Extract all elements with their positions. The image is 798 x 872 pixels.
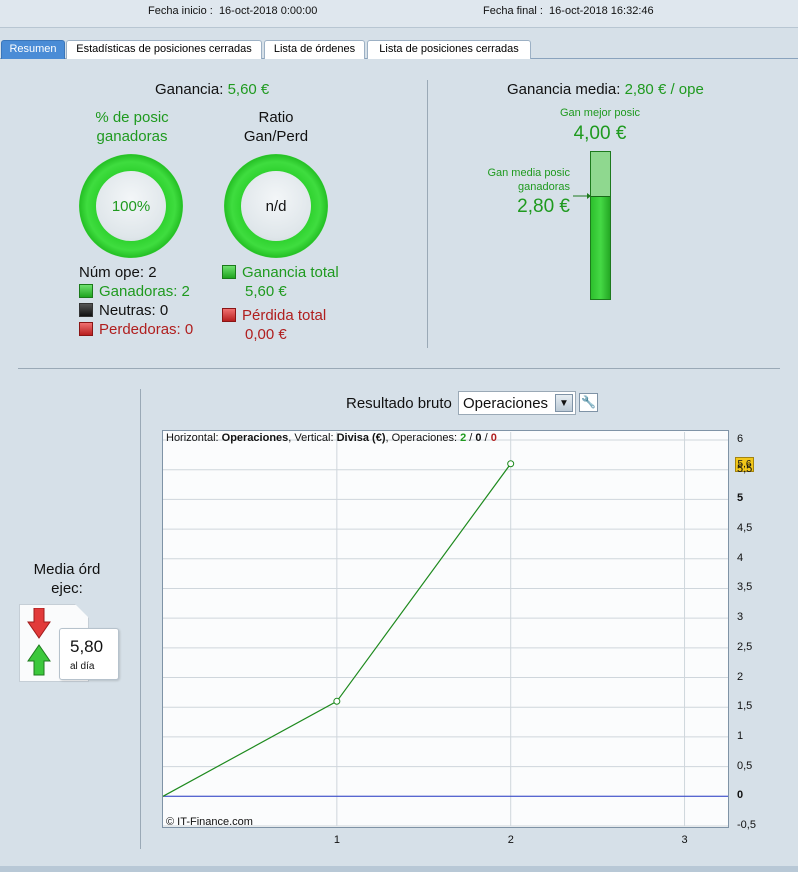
bottom-bar [0,866,798,872]
end-date: Fecha final : 16-oct-2018 16:32:46 [483,5,654,17]
avg-gauge [590,151,611,300]
losers-row: Perdedoras: 0 [79,320,193,339]
chevron-down-icon[interactable]: ▼ [555,394,573,412]
y-tick-label: -0,5 [737,819,756,831]
data-point [333,697,341,705]
red-square-icon [222,308,236,322]
ops-breakdown: Núm ope: 2 Ganadoras: 2 Neutras: 0 Perde… [79,263,193,339]
y-tick-label: 1,5 [737,700,753,713]
x-tick-label: 1 [333,834,340,846]
y-tick-label: 5,5 [737,462,753,475]
best-position-label: Gan mejor posic [559,107,641,119]
avg-gauge-fill [591,196,610,299]
orders-per-day-title: Media órd ejec: [33,561,101,597]
orders-per-day-card: 5,80 al día [19,604,119,682]
date-range-bar: Fecha inicio : 16-oct-2018 0:00:00 Fecha… [0,0,798,28]
x-tick-label: 3 [681,834,688,846]
ratio-ring: n/d [224,154,328,258]
total-gain-value: 5,60 € [245,283,287,300]
chart-mode-value: Operaciones [463,395,549,412]
y-tick-label: 3 [737,611,744,624]
x-tick-label: 2 [507,834,514,846]
tab-bar: Resumen Estadísticas de posiciones cerra… [0,40,798,59]
last-value-badge: 5,6 [735,456,754,472]
y-tick-label: 2,5 [737,640,753,653]
green-square-icon [222,265,236,279]
chart-title: Resultado bruto [346,395,452,412]
neutral-row: Neutras: 0 [79,301,193,320]
chart-header: Horizontal: Operaciones, Vertical: Divis… [166,432,497,444]
chart-area [162,430,729,828]
winners-pct-value: 100% [96,171,166,241]
y-tick-label: 2 [737,670,744,683]
y-tick-label: 6 [737,433,744,445]
divider [427,80,428,348]
red-square-icon [79,322,93,336]
profit-summary: Ganancia: 5,60 € [155,81,269,98]
ratio-title: Ratio Gan/Perd [243,109,309,145]
divider [140,389,141,849]
profit-label: Ganancia: [155,81,224,98]
black-square-icon [79,303,93,317]
y-tick-label: 4 [737,551,744,564]
winners-row: Ganadoras: 2 [79,282,193,301]
wrench-icon[interactable]: 🔧 [579,393,598,412]
ratio-value: n/d [241,171,311,241]
tab-resumen[interactable]: Resumen [1,40,65,59]
y-tick-label: 1 [737,729,744,742]
total-gain-row: Ganancia total [222,263,339,282]
orders-unit: al día [70,661,95,672]
avg-winner-value: 2,80 € [517,196,570,217]
orders-value-box: 5,80 al día [59,628,119,680]
arrow-up-green-icon [27,644,51,676]
total-loss-row: Pérdida total [222,306,339,325]
avg-winner-label: Gan media posic ganadoras [487,167,570,193]
green-square-icon [79,284,93,298]
totals: Ganancia total 5,60 € Pérdida total 0,00… [222,263,339,344]
total-loss-value: 0,00 € [245,326,287,343]
chart-copyright: © IT-Finance.com [166,816,253,828]
y-tick-label: 0,5 [737,759,753,772]
tab-closed-positions-list[interactable]: Lista de posiciones cerradas [367,40,531,59]
pointer-arrow-icon [573,193,591,199]
y-tick-label: 0 [737,789,744,802]
winners-pct-title: % de posic ganadoras [95,109,169,145]
avg-profit-summary: Ganancia media: 2,80 € / ope [507,81,704,98]
y-tick-label: 3,5 [737,581,753,594]
divider [18,368,780,369]
arrow-down-red-icon [27,608,51,639]
start-date: Fecha inicio : 16-oct-2018 0:00:00 [148,5,318,17]
data-point [507,460,515,468]
chart-mode-select[interactable]: Operaciones ▼ [458,391,576,415]
y-tick-label: 4,5 [737,522,753,535]
orders-value: 5,80 [70,637,104,656]
profit-value: 5,60 € [227,81,270,98]
num-ops: Núm ope: 2 [79,264,157,281]
y-tick-label: 5 [737,492,744,505]
best-position-value: 4,00 € [573,123,627,144]
winners-pct-ring: 100% [79,154,183,258]
tab-closed-positions-stats[interactable]: Estadísticas de posiciones cerradas [66,40,262,59]
tab-orders-list[interactable]: Lista de órdenes [264,40,365,59]
